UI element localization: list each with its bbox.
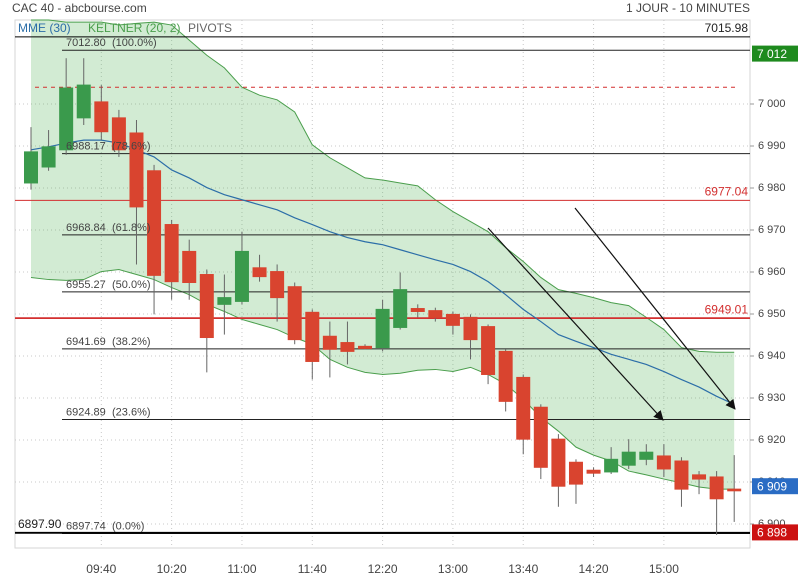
fib-pct-label: (23.6%) (112, 406, 151, 418)
candle-body (164, 224, 179, 283)
candle-body (129, 132, 144, 208)
candle-body (340, 342, 355, 352)
fib-pct-label: (38.2%) (112, 336, 151, 348)
candle-body (24, 151, 38, 184)
chart-title: CAC 40 - abcbourse.com (12, 1, 147, 15)
price-badge-label: 7 012 (757, 47, 787, 61)
candle-body (322, 335, 337, 350)
fib-pct-label: (78.6%) (112, 141, 151, 153)
candle-body (639, 451, 654, 460)
candle-body (94, 101, 109, 133)
keltner-upper (31, 19, 735, 353)
candle-body (76, 84, 91, 119)
candle-body (111, 117, 126, 151)
x-tick-label: 13:40 (508, 562, 538, 576)
y-tick-label: 6 980 (758, 182, 786, 194)
fib-pct-label: (100.0%) (112, 37, 157, 49)
fib-value-label: 6924.89 (66, 406, 106, 418)
x-tick-label: 11:00 (227, 562, 256, 576)
fib-pct-label: (0.0%) (112, 520, 144, 532)
x-tick-label: 15:00 (649, 562, 679, 576)
grid-layer (14, 19, 754, 549)
candle-body (393, 289, 408, 328)
fib-value-label: 6988.17 (66, 141, 106, 153)
mme-line (30, 139, 735, 405)
y-tick-label: 6 920 (758, 434, 786, 446)
legend-mme: MME (30) (18, 21, 71, 35)
price-badge-label: 6 898 (757, 526, 787, 540)
x-tick-label: 12:20 (368, 562, 398, 576)
x-tick-label: 10:20 (157, 562, 187, 576)
candle-body (59, 87, 74, 151)
y-tick-label: 6 930 (758, 392, 786, 404)
candle-body (692, 474, 707, 480)
candle-body (375, 308, 390, 349)
candle-body (410, 308, 425, 312)
y-tick-label: 6 970 (758, 224, 786, 236)
candle-body (656, 455, 671, 470)
candle-body (481, 326, 496, 375)
price-badge (752, 524, 798, 541)
fib-value-label: 6897.74 (66, 520, 106, 532)
level-label: 6897.90 (18, 517, 62, 531)
legend-keltner: KELTNER (20, 2) (88, 21, 180, 35)
candle-body (568, 461, 583, 485)
candle-body (445, 313, 460, 326)
price-badge (752, 478, 798, 495)
candle-body (674, 460, 689, 490)
candle-body (533, 406, 548, 468)
y-tick-label: 6 950 (758, 308, 786, 320)
candle-body (147, 170, 162, 276)
y-tick-label: 6 960 (758, 266, 786, 278)
candle-body (305, 311, 320, 362)
x-tick-label: 11:40 (298, 562, 327, 576)
level-label: 6949.01 (705, 302, 749, 316)
x-tick-label: 14:20 (579, 562, 609, 576)
x-tick-label: 09:40 (86, 562, 116, 576)
candle-body (428, 310, 443, 318)
candle-body (41, 146, 56, 168)
candle-body (498, 350, 513, 402)
candle-body (604, 458, 619, 473)
candle-body (199, 274, 214, 339)
candle-body (252, 267, 267, 278)
y-tick-label: 6 990 (758, 140, 786, 152)
keltner-fill (31, 20, 735, 490)
fib-pct-label: (50.0%) (112, 279, 151, 291)
candle-body (621, 451, 636, 466)
x-tick-label: 13:00 (438, 562, 468, 576)
candle-body (463, 316, 478, 341)
candle-body (182, 250, 197, 283)
fib-value-label: 6955.27 (66, 279, 106, 291)
candle-body (358, 345, 373, 349)
fib-value-label: 7012.80 (66, 37, 106, 49)
chart-subtitle: 1 JOUR - 10 MINUTES (626, 1, 750, 15)
candle-body (709, 476, 724, 500)
trend-arrow (574, 207, 736, 410)
candle-body (217, 297, 232, 305)
level-label: 7015.98 (705, 21, 749, 35)
candle-body (586, 469, 601, 474)
candle-body (234, 250, 249, 302)
level-label: 6977.04 (705, 185, 749, 199)
fib-value-label: 6968.84 (66, 222, 106, 234)
fib-pct-label: (61.8%) (112, 222, 151, 234)
trend-arrow (487, 227, 664, 421)
candle-body (551, 438, 566, 487)
candle-body (727, 488, 742, 492)
price-badge (752, 45, 798, 62)
legend-pivots: PIVOTS (188, 21, 232, 35)
candle-body (516, 376, 531, 440)
candle-body (287, 286, 302, 341)
candle-layer (24, 58, 742, 535)
y-tick-label: 7 000 (758, 98, 786, 110)
price-badge-label: 6 909 (757, 479, 787, 493)
y-tick-label: 6 940 (758, 350, 786, 362)
fib-value-label: 6941.69 (66, 336, 106, 348)
candle-body (270, 271, 285, 299)
text-layer: CAC 40 - abcbourse.com 1 JOUR - 10 MINUT… (12, 1, 798, 576)
arrows (487, 207, 736, 421)
